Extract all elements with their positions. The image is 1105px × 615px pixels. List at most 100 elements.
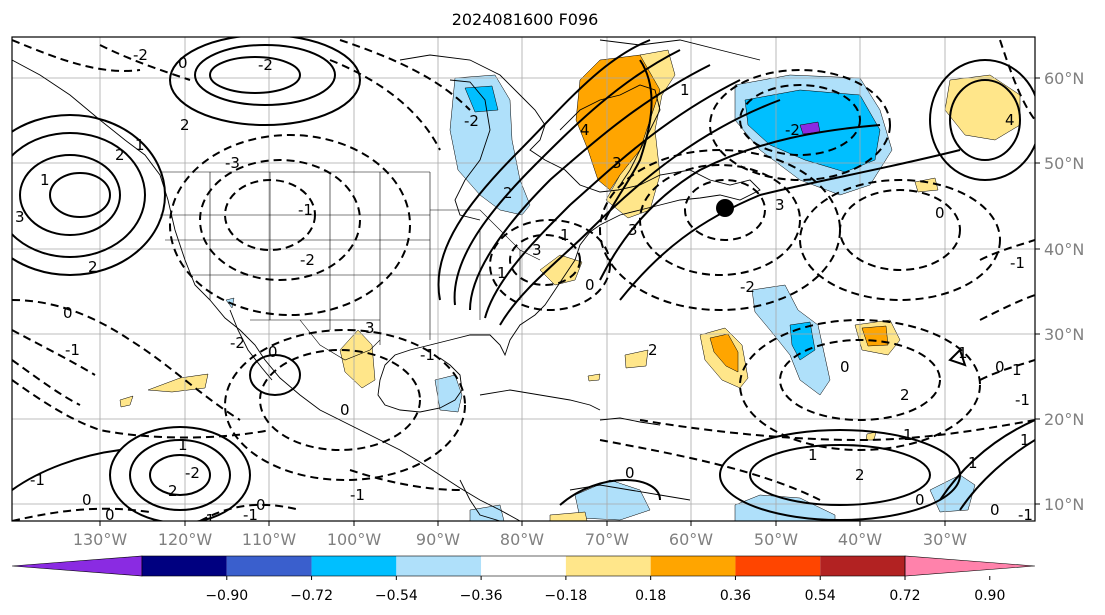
yellow-area-bahamas bbox=[624, 349, 649, 369]
contour-label: 2 bbox=[900, 386, 910, 404]
contour-label: 1 bbox=[135, 136, 145, 154]
contours bbox=[12, 37, 1035, 521]
contour-label: -1 bbox=[298, 201, 313, 219]
lon-label: 60°W bbox=[669, 530, 713, 549]
lat-label: 30°N bbox=[1044, 325, 1084, 344]
contour-label: 0 bbox=[995, 358, 1005, 376]
lon-label: 110°W bbox=[242, 530, 297, 549]
orange-area-east-subtropic bbox=[861, 325, 889, 347]
colorbar-tick-label: −0.18 bbox=[544, 588, 587, 604]
contour-label: 3 bbox=[15, 208, 25, 226]
contour-label: 3 bbox=[775, 196, 785, 214]
colorbar-segment bbox=[226, 556, 312, 576]
contour-label: -2 bbox=[464, 112, 479, 130]
contour-label: 1 bbox=[1012, 361, 1022, 379]
shaded-areas bbox=[119, 49, 1021, 521]
lightblue-area-east-tropical bbox=[929, 474, 976, 513]
contour-label: -1 bbox=[1015, 391, 1030, 409]
yellow-area-south bbox=[549, 511, 588, 521]
colorbar-segment bbox=[735, 556, 821, 576]
lightblue-area-gulf bbox=[434, 374, 463, 413]
contour-label: 0 bbox=[585, 276, 595, 294]
contour-label: 1 bbox=[1020, 431, 1030, 449]
contour-label: 1 bbox=[497, 264, 507, 282]
lon-label: 120°W bbox=[158, 530, 213, 549]
yellow-area-cuba bbox=[587, 373, 601, 382]
contour-label: 0 bbox=[178, 54, 188, 72]
contour-label: 0 bbox=[840, 358, 850, 376]
contour-label: 4 bbox=[580, 121, 590, 139]
colorbar-extend-high bbox=[904, 555, 1036, 577]
lat-label: 60°N bbox=[1044, 69, 1084, 88]
contour-label: 4 bbox=[1005, 111, 1015, 129]
lon-label: 90°W bbox=[416, 530, 460, 549]
contour-label: 1 bbox=[968, 454, 978, 472]
colorbar-tick-label: −0.90 bbox=[205, 588, 248, 604]
contour-label: 3 bbox=[628, 221, 638, 239]
longitude-axis bbox=[99, 521, 946, 526]
colorbar-tick-label: −0.54 bbox=[375, 588, 418, 604]
lon-label: 130°W bbox=[73, 530, 128, 549]
colorbar-tick-label: −0.72 bbox=[290, 588, 333, 604]
lat-label: 10°N bbox=[1044, 495, 1084, 514]
contour-label: 0 bbox=[935, 204, 945, 222]
contour-label: 2 bbox=[855, 466, 865, 484]
lightblue-area-colombia bbox=[469, 504, 505, 521]
colorbar bbox=[11, 555, 1036, 577]
colorbar-tick-label: 0.18 bbox=[635, 588, 666, 604]
lon-label: 50°W bbox=[754, 530, 798, 549]
contour-label: -3 bbox=[225, 154, 240, 172]
contour-label: 2 bbox=[648, 341, 658, 359]
lightblue-area-mid-atlantic bbox=[751, 284, 831, 396]
colorbar-ticks: −0.90 −0.72 −0.54 −0.36 −0.18 0.18 0.36 0.54 0.7… bbox=[205, 576, 1005, 604]
gridlines bbox=[12, 37, 1035, 521]
colorbar-segment bbox=[565, 556, 651, 576]
contour-label: 1 bbox=[958, 344, 968, 362]
contour-label: 1 bbox=[178, 436, 188, 454]
colorbar-tick-label: 0.72 bbox=[889, 588, 920, 604]
political-borders bbox=[160, 171, 541, 361]
colorbar-segment bbox=[142, 556, 227, 576]
colorbar-segment bbox=[396, 556, 482, 576]
lon-label: 80°W bbox=[500, 530, 544, 549]
contour-label: -2 bbox=[258, 56, 273, 74]
contour-label: -2 bbox=[785, 121, 800, 139]
contour-label: -1 bbox=[420, 346, 435, 364]
colorbar-tick-label: 0.90 bbox=[974, 588, 1005, 604]
lon-label: 40°W bbox=[838, 530, 882, 549]
yellow-area-pacific bbox=[147, 373, 209, 393]
colorbar-frame bbox=[141, 555, 906, 577]
contour-label: 0 bbox=[990, 501, 1000, 519]
contour-label: 0 bbox=[105, 506, 115, 524]
colorbar-tick-label: 0.36 bbox=[720, 588, 751, 604]
contour-label: 2 bbox=[88, 258, 98, 276]
lat-label: 40°N bbox=[1044, 240, 1084, 259]
lon-label: 70°W bbox=[585, 530, 629, 549]
contour-label: 3 bbox=[365, 319, 375, 337]
yellow-area-pacific-small bbox=[119, 395, 134, 408]
contour-label: 3 bbox=[612, 154, 622, 172]
contour-label: 1 bbox=[808, 446, 818, 464]
colorbar-tick-label: −0.36 bbox=[460, 588, 503, 604]
contour-label: -1 bbox=[65, 341, 80, 359]
blue-area-mid-atlantic bbox=[789, 321, 816, 361]
contour-label: -2 bbox=[133, 46, 148, 64]
contour-label: 0 bbox=[82, 491, 92, 509]
latitude-axis bbox=[1035, 77, 1040, 505]
contour-label: -2 bbox=[230, 334, 245, 352]
colorbar-extend-low bbox=[11, 555, 143, 577]
contour-label: 3 bbox=[532, 241, 542, 259]
contour-label: 1 bbox=[560, 226, 570, 244]
chart-title: 2024081600 F096 bbox=[451, 10, 599, 29]
contour-label: 0 bbox=[340, 401, 350, 419]
contour-label: -1 bbox=[243, 506, 258, 524]
contour-label: -1 bbox=[1018, 506, 1033, 524]
contour-label: 2 bbox=[115, 146, 125, 164]
colorbar-tick-label: 0.54 bbox=[805, 588, 836, 604]
contour-label: -1 bbox=[200, 511, 215, 529]
colorbar-segment bbox=[481, 556, 566, 576]
lightblue-area-tropical bbox=[734, 494, 836, 521]
contour-label: 0 bbox=[915, 491, 925, 509]
contour-label: 1 bbox=[680, 81, 690, 99]
